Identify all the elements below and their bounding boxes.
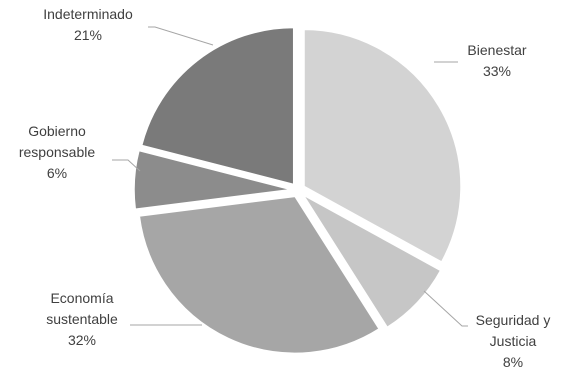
- category-label: Justicia: [490, 333, 537, 349]
- category-label: sustentable: [46, 311, 118, 327]
- slice-gobierno-responsable: [133, 149, 292, 211]
- label-indeterminado: Indeterminado 21%: [43, 6, 133, 43]
- labels-layer: Bienestar 33% Seguridad y Justicia 8% Economí…: [19, 6, 551, 370]
- percent-label: 21%: [74, 27, 102, 43]
- leader-line: [148, 26, 214, 46]
- label-gobierno-responsable: Gobierno responsable 6%: [19, 123, 95, 181]
- category-label: Gobierno: [28, 123, 86, 139]
- label-economia-sustentable: Economía sustentable 32%: [46, 290, 118, 348]
- slice-bienestar: [303, 28, 462, 264]
- slice-seguridad-y-justicia: [302, 194, 442, 329]
- label-bienestar: Bienestar 33%: [467, 42, 526, 79]
- slices-layer: [133, 26, 462, 355]
- category-label: Indeterminado: [43, 6, 133, 22]
- percent-label: 33%: [483, 63, 511, 79]
- slice-indeterminado: [140, 26, 295, 186]
- percent-label: 8%: [503, 354, 523, 370]
- category-label: Economía: [50, 290, 113, 306]
- slice-economia-sustentable: [138, 195, 381, 355]
- percent-label: 6%: [47, 165, 67, 181]
- leader-line: [112, 159, 141, 172]
- category-label: responsable: [19, 144, 95, 160]
- label-seguridad-y-justicia: Seguridad y Justicia 8%: [476, 312, 551, 370]
- category-label: Bienestar: [467, 42, 526, 58]
- category-label: Seguridad y: [476, 312, 551, 328]
- leader-line: [423, 290, 468, 327]
- percent-label: 32%: [68, 332, 96, 348]
- leader-lines-layer: [112, 26, 468, 327]
